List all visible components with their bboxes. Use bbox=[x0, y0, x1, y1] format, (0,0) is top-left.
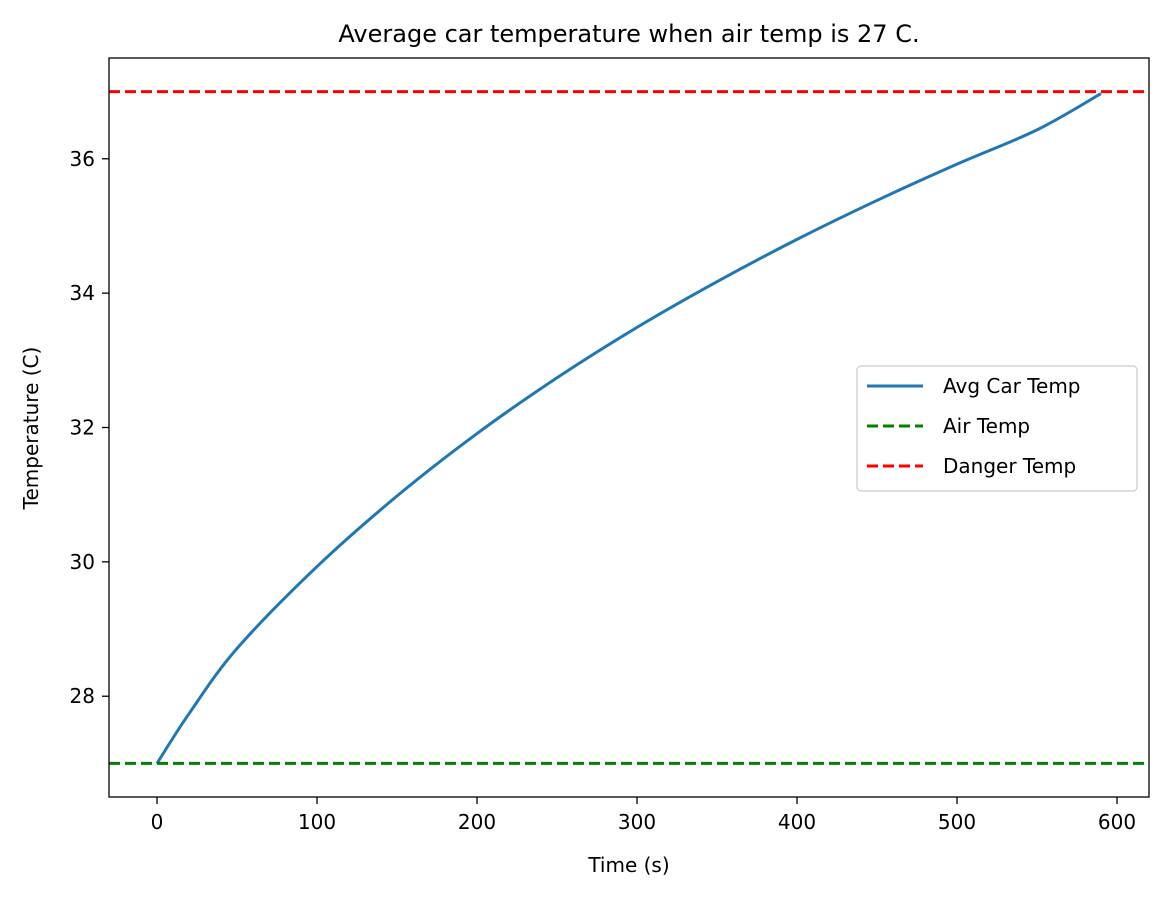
x-tick-label: 0 bbox=[151, 810, 164, 834]
x-tick-label: 100 bbox=[298, 810, 336, 834]
series-line-avg-car-temp bbox=[155, 92, 1102, 765]
legend-label: Air Temp bbox=[943, 414, 1030, 438]
y-tick-label: 32 bbox=[70, 416, 95, 440]
x-tick-label: 600 bbox=[1098, 810, 1136, 834]
x-tick-label: 400 bbox=[778, 810, 816, 834]
legend-box bbox=[856, 365, 1138, 492]
chart-title: Average car temperature when air temp is… bbox=[338, 20, 919, 48]
data-layer bbox=[109, 90, 1149, 765]
legend-label: Avg Car Temp bbox=[943, 374, 1081, 398]
y-tick-label: 34 bbox=[70, 281, 95, 305]
x-tick-label: 200 bbox=[458, 810, 496, 834]
y-tick-label: 30 bbox=[70, 550, 95, 574]
ticks-layer: 0 100 200 300 400 500 600 28 30 32 34 36 bbox=[70, 147, 1137, 834]
legend-label: Danger Temp bbox=[943, 454, 1076, 478]
y-axis-title: Temperature (C) bbox=[19, 347, 43, 511]
x-tick-label: 300 bbox=[618, 810, 656, 834]
x-axis-title: Time (s) bbox=[587, 853, 669, 877]
legend: Avg Car Temp Air Temp Danger Temp bbox=[856, 365, 1138, 492]
x-tick-label: 500 bbox=[938, 810, 976, 834]
y-tick-label: 36 bbox=[70, 147, 95, 171]
y-tick-label: 28 bbox=[70, 684, 95, 708]
